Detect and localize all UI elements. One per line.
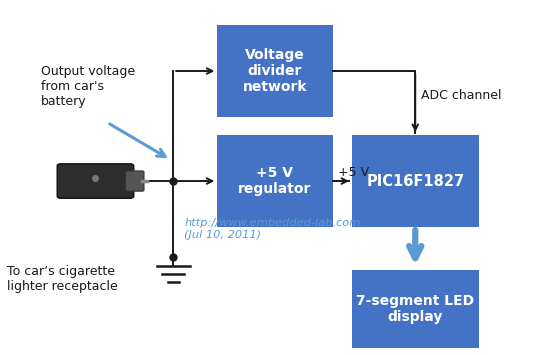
Text: 7-segment LED
display: 7-segment LED display (356, 294, 474, 324)
FancyBboxPatch shape (352, 135, 478, 227)
FancyBboxPatch shape (352, 270, 478, 348)
Text: ADC channel: ADC channel (421, 89, 501, 102)
Text: http://www.embedded-lab.com
(Jul 10, 2011): http://www.embedded-lab.com (Jul 10, 201… (184, 218, 361, 240)
Text: +5 V
regulator: +5 V regulator (238, 166, 312, 196)
FancyBboxPatch shape (125, 171, 144, 191)
FancyBboxPatch shape (217, 135, 333, 227)
Text: Voltage
divider
network: Voltage divider network (243, 48, 307, 94)
Text: +5 V: +5 V (338, 166, 370, 179)
FancyBboxPatch shape (217, 25, 333, 117)
Text: Output voltage
from car's
battery: Output voltage from car's battery (41, 65, 135, 109)
Text: To car’s cigarette
lighter receptacle: To car’s cigarette lighter receptacle (7, 265, 117, 293)
Text: PIC16F1827: PIC16F1827 (366, 174, 464, 189)
FancyBboxPatch shape (57, 164, 134, 198)
